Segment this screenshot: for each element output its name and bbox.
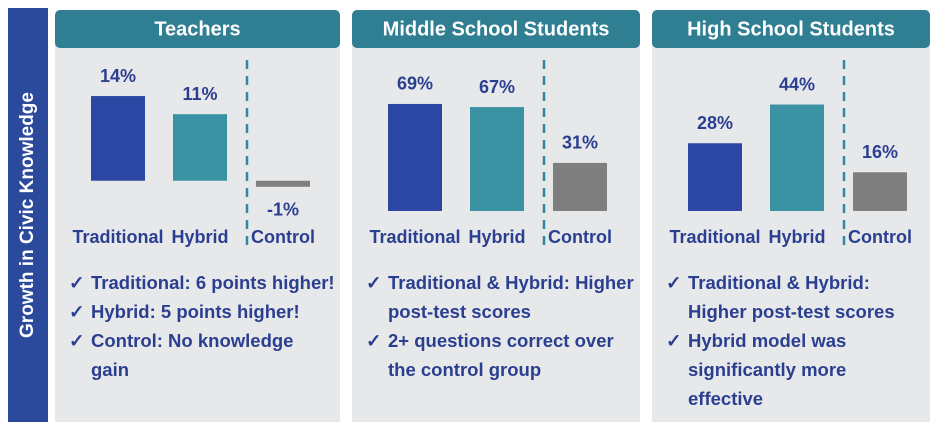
category-label: Control — [548, 227, 612, 247]
category-label: Hybrid — [171, 227, 228, 247]
bar — [388, 103, 442, 211]
note: Hybrid model was significantly more effe… — [666, 326, 926, 413]
note: Traditional: 6 points higher! — [69, 268, 336, 297]
value-label: 44% — [779, 74, 815, 94]
y-axis-label: Growth in Civic Knowledge — [17, 92, 38, 338]
category-label: Traditional — [369, 227, 460, 247]
axis-band — [8, 8, 48, 422]
bar — [853, 172, 907, 211]
panel-title: Middle School Students — [383, 18, 610, 40]
value-label: 28% — [697, 113, 733, 133]
panel-title: High School Students — [687, 18, 895, 40]
value-label: 67% — [479, 77, 515, 97]
notes: Traditional & Hybrid: Higher post-test s… — [366, 268, 636, 384]
note: Control: No knowledge gain — [69, 326, 336, 384]
value-label: -1% — [267, 200, 299, 220]
note: 2+ questions correct over the control gr… — [366, 326, 636, 384]
bar — [91, 96, 145, 181]
bar — [553, 162, 607, 211]
category-label: Traditional — [72, 227, 163, 247]
note: Traditional & Hybrid: Higher post-test s… — [666, 268, 926, 326]
category-label: Control — [251, 227, 315, 247]
bar — [688, 143, 742, 211]
value-label: 14% — [100, 66, 136, 86]
bar — [256, 180, 310, 187]
notes: Traditional & Hybrid: Higher post-test s… — [666, 268, 926, 413]
value-label: 11% — [182, 84, 217, 104]
bar — [470, 107, 524, 211]
value-label: 31% — [562, 133, 598, 153]
panel-header — [652, 10, 930, 48]
note: Hybrid: 5 points higher! — [69, 297, 336, 326]
panel-header — [352, 10, 640, 48]
panel-title: Teachers — [154, 18, 240, 40]
value-label: 16% — [862, 142, 898, 162]
bar — [770, 104, 824, 211]
category-label: Hybrid — [768, 227, 825, 247]
value-label: 69% — [397, 74, 433, 94]
note: Traditional & Hybrid: Higher post-test s… — [366, 268, 636, 326]
bar — [173, 114, 227, 181]
category-label: Control — [848, 227, 912, 247]
category-label: Traditional — [669, 227, 760, 247]
notes: Traditional: 6 points higher!Hybrid: 5 p… — [69, 268, 336, 384]
category-label: Hybrid — [468, 227, 525, 247]
panel-header — [55, 10, 340, 48]
